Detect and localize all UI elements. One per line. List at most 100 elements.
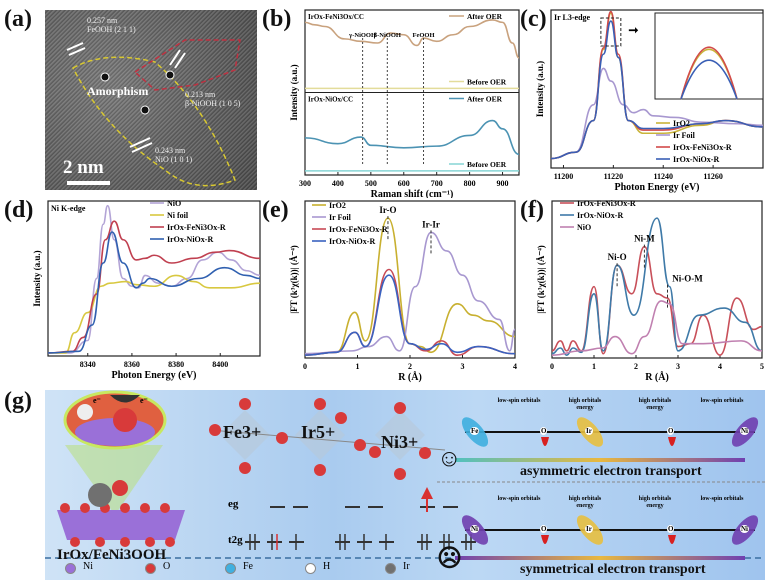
x-tick-label: 11240 [653, 172, 673, 181]
series-line-irox-niox-r [47, 231, 261, 354]
legend-atom-fe-icon [225, 563, 236, 574]
chart-title: Ni K-edge [51, 204, 86, 213]
panel-label-c: (c) [520, 6, 547, 32]
ni-xanes-chart: 8340 8360 8380 8400 Photon Energy (eV) Intens… [32, 199, 261, 381]
legend-label: Ir Foil [329, 213, 352, 222]
series-line-ni-foil [48, 274, 261, 354]
series-line-irox-niox-r [551, 217, 763, 356]
inset-series-line [680, 59, 738, 100]
octahedra-chain [209, 398, 446, 480]
series-line-irox-niox-r [304, 274, 516, 356]
legend-atom-label: Ir [403, 561, 410, 572]
x-tick-label: 11260 [703, 172, 723, 181]
legend-label: IrOx-NiOx-R [577, 211, 623, 220]
legend-atom-label: O [163, 561, 171, 572]
amorphous-region-outline [72, 56, 236, 187]
plot-frame [551, 200, 763, 359]
atom-label-ir: Ir [585, 427, 593, 435]
legend-atom-h-icon [305, 563, 316, 574]
ir-exafs-chart: 0 1 2 3 4 R (Å) |FT (k³χ(k))| (Å⁻⁴) IrO2 Ir Foil… [289, 200, 517, 383]
orbital-annotation: low-spin orbitals [700, 398, 744, 404]
x-axis-label: Photon Energy (eV) [112, 370, 197, 381]
legend-label: Before OER [467, 78, 507, 87]
y-axis-label: |FT (k³χ(k))| (Å⁻⁴) [536, 245, 546, 314]
transport-caption: asymmetric electron transport [520, 464, 702, 479]
panel-label-g: (g) [4, 388, 32, 414]
legend-atom-ni-icon [65, 563, 76, 574]
tem-label-amorphism: Amorphism [87, 84, 149, 98]
legend-label: Ni foil [167, 211, 189, 220]
x-tick-label: 1 [356, 362, 360, 371]
smiley-face-icon: ☺ [437, 446, 462, 472]
legend-label: IrO2 [673, 119, 690, 128]
orbital-annotation: low-spin orbitals [497, 398, 541, 404]
ion-label-ir: Ir5+ [301, 422, 336, 442]
tem-image: 0.257 nm FeOOH (2 1 1) Amorphism 0.213 n… [45, 10, 257, 190]
electron-label: e⁻ [93, 396, 101, 405]
tem-label-p3: NiO (1 0 1) [155, 155, 193, 164]
legend-label: IrOx-FeNi3Ox-R [329, 225, 388, 234]
x-tick-label: 500 [365, 179, 377, 188]
mechanism-schematic: Fe3+ Ir5+ Ni3+ IrOx/FeNi3OOH e⁻ e⁻ eg t2g Ni O… [45, 390, 765, 580]
peak-label: Ni-M [634, 234, 655, 244]
ion-label-ni: Ni3+ [381, 432, 419, 452]
series-line-irox-feni3ox-r [304, 268, 516, 356]
tem-label-d2: 0.213 nm [185, 90, 216, 99]
zoom-box [600, 17, 622, 47]
inset-frame [654, 12, 764, 100]
x-tick-label: 2 [634, 362, 638, 371]
legend-atom-o-icon [145, 563, 156, 574]
panel-label-b: (b) [262, 6, 292, 32]
x-axis-label: Photon Energy (eV) [615, 182, 700, 193]
legend-label: IrOx-NiOx-R [167, 235, 213, 244]
x-tick-label: 8400 [212, 360, 228, 369]
legend-label: After OER [467, 12, 503, 21]
x-tick-label: 0 [550, 362, 554, 371]
transport-row-symmetrical [455, 515, 759, 560]
legend-label: IrOx-FeNi3Ox-R [167, 223, 226, 232]
x-tick-label: 8360 [124, 360, 140, 369]
atom-label-o: O [667, 427, 675, 435]
panel-label-e: (e) [262, 197, 289, 223]
series-line-nio [551, 300, 763, 356]
x-tick-label: 400 [332, 179, 344, 188]
subplot-title: IrOx-NiOx/CC [308, 96, 353, 104]
peak-label: Ni-O-M [672, 274, 703, 284]
legend-label: IrOx-NiOx-R [673, 155, 719, 164]
atom-label-o: O [667, 525, 675, 533]
zoom-cone [65, 445, 163, 515]
y-axis-label: |FT (k³χ(k))| (Å⁻⁴) [289, 245, 299, 314]
x-tick-label: 4 [513, 362, 517, 371]
x-tick-label: 2 [408, 362, 412, 371]
transport-row-asymmetric [455, 417, 759, 462]
surface-slab [57, 480, 185, 547]
x-axis-label: Raman shift (cm⁻¹) [371, 189, 454, 198]
material-label: IrOx/FeNi3OOH [57, 547, 167, 563]
x-tick-label: 11200 [554, 172, 574, 181]
x-tick-label: 300 [299, 179, 311, 188]
atom-label-ni: Ni [740, 525, 749, 533]
y-axis-label: Intensity (a.u.) [289, 64, 299, 120]
peak-label: Ir-O [379, 205, 396, 215]
y-axis-label: Intensity (a.u.) [32, 250, 42, 306]
x-tick-label: 800 [464, 179, 476, 188]
legend-label: IrOx-FeNi3Ox-R [673, 143, 732, 152]
eg-label: eg [228, 498, 239, 510]
legend-label: NiO [577, 223, 591, 232]
marker-label: β-NiOOH [374, 32, 401, 39]
x-axis-label: R (Å) [645, 371, 669, 383]
panel-label-d: (d) [4, 197, 34, 223]
orbital-annotation: low-spin orbitals [497, 496, 541, 502]
legend-label: IrO2 [329, 201, 346, 210]
legend-label: NiO [167, 199, 181, 208]
atom-label-ir: Ir [585, 525, 593, 533]
tem-label-d3: 0.243 nm [155, 146, 186, 155]
legend-label: Ir Foil [673, 131, 696, 140]
x-tick-label: 3 [461, 362, 465, 371]
y-axis-label: Intensity (a.u.) [535, 61, 545, 117]
legend-atom-ir-icon [385, 563, 396, 574]
orbital-annotation: high orbitals energy [568, 398, 602, 411]
series-line-ir-foil [304, 231, 516, 355]
series-line-after-oer [304, 119, 520, 156]
transport-caption: symmetrical electron transport [520, 562, 706, 577]
